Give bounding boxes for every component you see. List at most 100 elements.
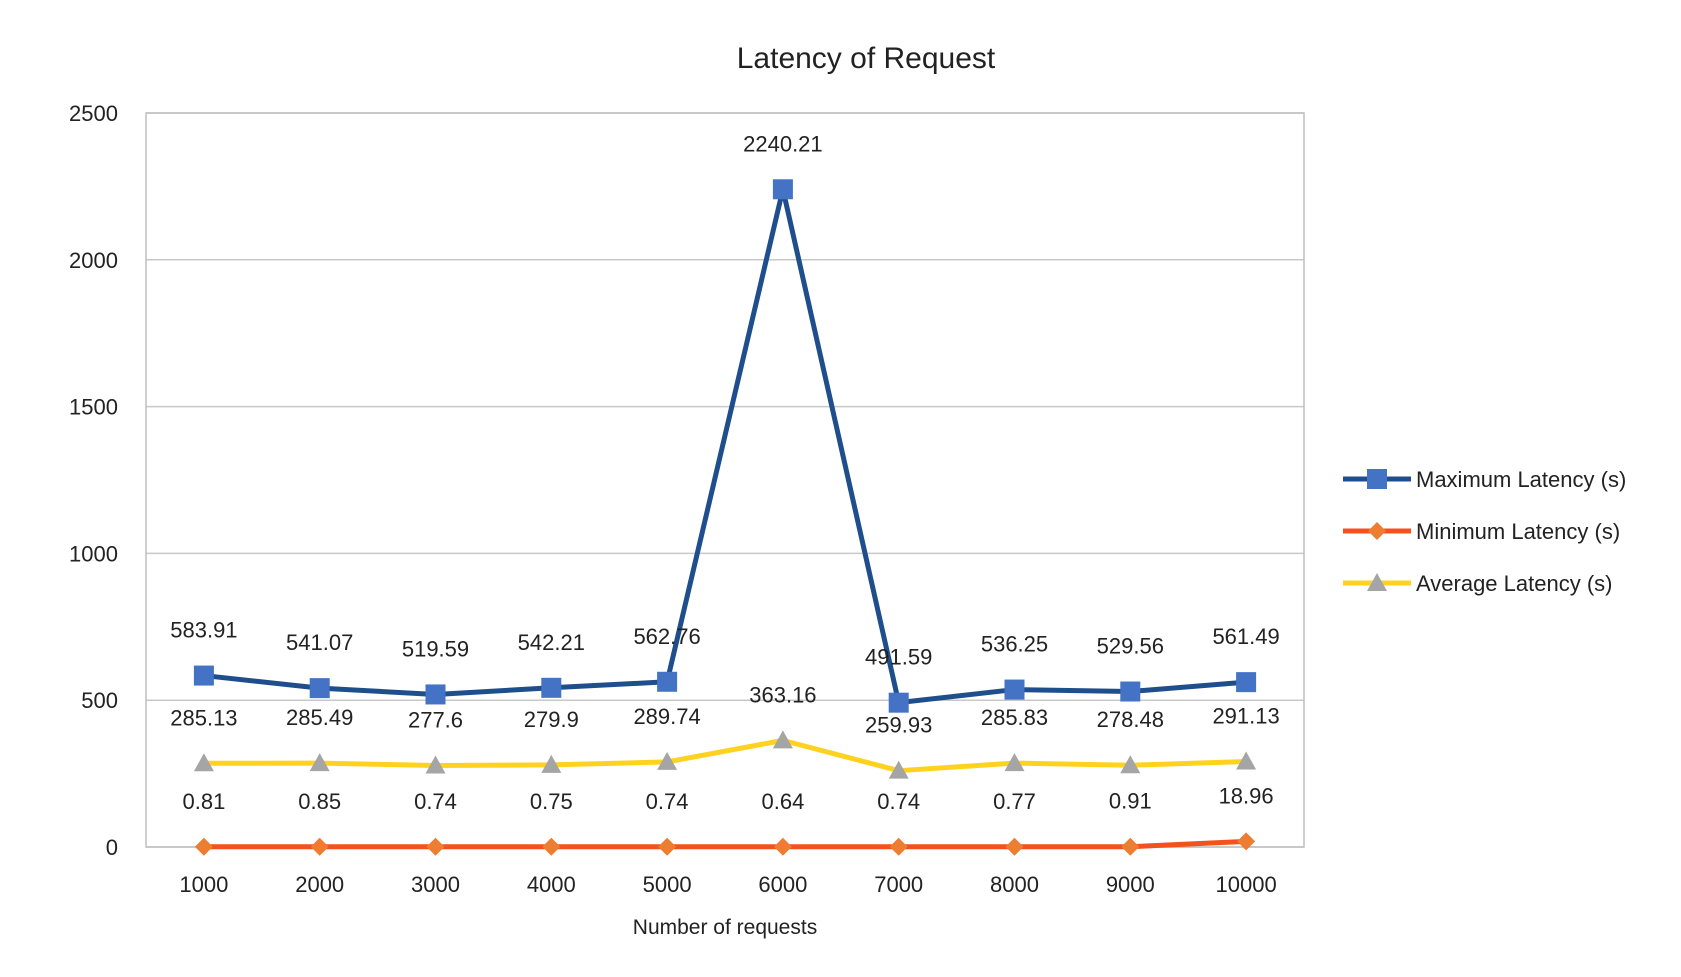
data-label: 0.85 xyxy=(298,789,341,814)
series-lines xyxy=(193,179,1257,856)
x-tick-label: 3000 xyxy=(411,872,460,897)
legend-marker xyxy=(1367,469,1387,489)
y-tick-label: 1500 xyxy=(69,395,118,420)
series-0 xyxy=(193,179,1257,713)
data-label: 541.07 xyxy=(286,630,353,655)
y-axis-ticks: 0 500 1000 1500 2000 2500 xyxy=(69,101,118,860)
data-label: 0.74 xyxy=(646,789,689,814)
data-point-marker xyxy=(888,692,909,713)
y-tick-label: 0 xyxy=(106,835,118,860)
data-label: 519.59 xyxy=(402,636,469,661)
data-point-marker xyxy=(541,677,562,698)
x-tick-label: 6000 xyxy=(758,872,807,897)
x-tick-label: 9000 xyxy=(1106,872,1155,897)
data-label: 561.49 xyxy=(1212,624,1279,649)
data-point-marker xyxy=(1236,751,1257,770)
data-labels: 583.91 541.07 519.59 542.21 562.76 2240.21 491… xyxy=(170,131,1279,814)
legend-marker xyxy=(1367,573,1387,591)
data-point-marker xyxy=(193,665,214,686)
x-tick-label: 7000 xyxy=(874,872,923,897)
data-point-marker xyxy=(426,837,445,856)
data-point-marker xyxy=(425,755,446,774)
data-point-marker xyxy=(542,837,561,856)
series-line xyxy=(201,737,1249,774)
data-point-marker xyxy=(889,837,908,856)
y-tick-label: 500 xyxy=(81,688,118,713)
data-label: 259.93 xyxy=(865,713,932,738)
data-point-marker xyxy=(1120,681,1141,702)
legend-item-2: Average Latency (s) xyxy=(1343,571,1612,596)
y-tick-label: 2000 xyxy=(69,248,118,273)
y-tick-label: 1000 xyxy=(69,541,118,566)
data-point-marker xyxy=(1120,755,1141,774)
data-point-marker xyxy=(193,753,214,772)
data-label: 0.64 xyxy=(761,789,804,814)
data-label: 583.91 xyxy=(170,618,237,643)
data-point-marker xyxy=(541,754,562,773)
plot-area xyxy=(145,112,1305,848)
data-label: 289.74 xyxy=(633,704,700,729)
data-point-marker xyxy=(1004,753,1025,772)
x-tick-label: 5000 xyxy=(643,872,692,897)
data-point-marker xyxy=(1121,837,1140,856)
data-label: 18.96 xyxy=(1219,783,1274,808)
legend-marker xyxy=(1368,522,1386,540)
data-point-marker xyxy=(772,730,793,749)
data-label: 0.81 xyxy=(182,789,225,814)
data-point-marker xyxy=(425,684,446,705)
data-point-marker xyxy=(1005,837,1024,856)
legend: Maximum Latency (s) Minimum Latency (s) Av… xyxy=(1343,467,1626,596)
series-2 xyxy=(193,730,1257,779)
data-point-marker xyxy=(1236,672,1257,693)
data-label: 285.49 xyxy=(286,705,353,730)
data-label: 285.83 xyxy=(981,705,1048,730)
data-point-marker xyxy=(194,837,213,856)
legend-label: Average Latency (s) xyxy=(1416,571,1612,596)
data-point-marker xyxy=(658,837,677,856)
data-label: 491.59 xyxy=(865,645,932,670)
series-line xyxy=(201,186,1249,706)
data-label: 0.74 xyxy=(414,789,457,814)
data-label: 562.76 xyxy=(633,624,700,649)
grid-lines xyxy=(146,112,1304,848)
data-label: 0.75 xyxy=(530,789,573,814)
x-tick-label: 4000 xyxy=(527,872,576,897)
x-tick-label: 2000 xyxy=(295,872,344,897)
y-tick-label: 2500 xyxy=(69,101,118,126)
legend-label: Minimum Latency (s) xyxy=(1416,519,1620,544)
data-label: 529.56 xyxy=(1097,634,1164,659)
data-label: 0.77 xyxy=(993,789,1036,814)
data-point-marker xyxy=(657,751,678,770)
legend-label: Maximum Latency (s) xyxy=(1416,467,1626,492)
data-label: 542.21 xyxy=(518,630,585,655)
data-point-marker xyxy=(310,837,329,856)
x-tick-label: 10000 xyxy=(1216,872,1277,897)
data-label: 278.48 xyxy=(1097,707,1164,732)
data-label: 2240.21 xyxy=(743,131,823,156)
data-point-marker xyxy=(657,671,678,692)
data-point-marker xyxy=(773,837,792,856)
series-line xyxy=(201,838,1249,850)
legend-item-1: Minimum Latency (s) xyxy=(1343,519,1620,544)
x-axis-label: Number of requests xyxy=(633,916,817,939)
data-point-marker xyxy=(772,179,793,200)
data-point-marker xyxy=(1237,832,1256,851)
x-axis-ticks: 1000 2000 3000 4000 5000 6000 7000 8000 9000 1000… xyxy=(179,872,1276,897)
series-1 xyxy=(194,832,1256,856)
data-point-marker xyxy=(1004,679,1025,700)
data-label: 285.13 xyxy=(170,705,237,730)
data-point-marker xyxy=(309,678,330,699)
legend-item-0: Maximum Latency (s) xyxy=(1343,467,1626,492)
data-point-marker xyxy=(888,760,909,779)
data-label: 279.9 xyxy=(524,707,579,732)
data-label: 0.91 xyxy=(1109,789,1152,814)
data-label: 363.16 xyxy=(749,682,816,707)
data-label: 277.6 xyxy=(408,707,463,732)
x-tick-label: 1000 xyxy=(179,872,228,897)
data-label: 291.13 xyxy=(1212,704,1279,729)
data-label: 536.25 xyxy=(981,632,1048,657)
chart-title: Latency of Request xyxy=(737,42,996,75)
data-point-marker xyxy=(309,753,330,772)
data-label: 0.74 xyxy=(877,789,920,814)
